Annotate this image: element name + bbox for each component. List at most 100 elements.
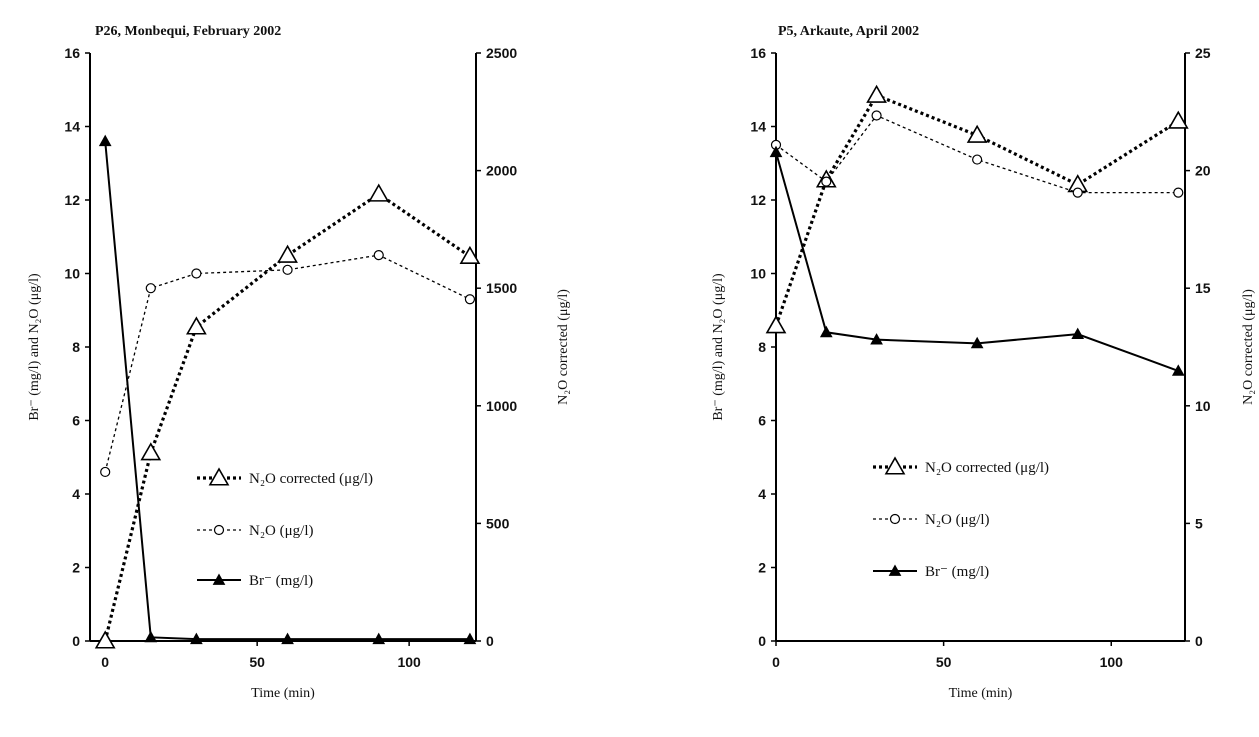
x-tick-label: 50 — [249, 654, 265, 670]
data-point — [190, 632, 203, 645]
data-point — [1173, 187, 1184, 198]
y-left-tick-label: 14 — [750, 119, 766, 135]
legend-marker — [213, 524, 225, 536]
data-point — [98, 134, 112, 147]
y-left-tick-label: 4 — [72, 486, 80, 502]
data-point — [282, 264, 293, 275]
chart-title: P26, Monbequi, February 2002 — [95, 24, 281, 39]
y-left-tick-label: 6 — [758, 413, 766, 429]
data-point — [277, 244, 298, 263]
data-point — [1071, 327, 1085, 340]
y-left-tick-label: 2 — [72, 560, 80, 576]
x-axis-label: Time (min) — [251, 686, 315, 701]
legend-label: Br⁻ (mg/l) — [925, 564, 989, 580]
x-tick-label: 0 — [101, 654, 109, 670]
data-point — [94, 630, 116, 649]
x-axis-label: Time (min) — [949, 686, 1013, 701]
y-axis-right-label: N₂O corrected (μg/l) — [1241, 289, 1256, 405]
data-point — [821, 176, 832, 187]
x-tick-label: 50 — [936, 654, 952, 670]
data-point — [972, 154, 983, 165]
y-right-tick-label: 25 — [1195, 45, 1211, 61]
y-right-tick-label: 1000 — [486, 398, 517, 414]
chart-p26-monbequi: P26, Monbequi, February 2002 0 2 4 6 8 10 12 14 1… — [27, 24, 571, 701]
series-line — [103, 192, 471, 642]
series-n-o-corrected-g-l — [765, 84, 1189, 334]
series-line — [774, 93, 1180, 327]
y-right-tick-label: 1500 — [486, 280, 517, 296]
legend-label: N₂O (μg/l) — [249, 523, 314, 539]
y-left-tick-label: 8 — [72, 339, 80, 355]
x-tick-label: 100 — [397, 654, 421, 670]
series-line — [775, 151, 1179, 372]
legend-label: N₂O corrected (μg/l) — [925, 460, 1049, 476]
data-point — [185, 316, 207, 335]
y-left-tick-label: 4 — [758, 486, 766, 502]
data-point — [970, 336, 984, 349]
y-right-tick-label: 15 — [1195, 280, 1211, 296]
data-point — [191, 268, 202, 279]
data-point — [769, 145, 783, 158]
data-point — [281, 632, 294, 645]
data-point — [871, 110, 882, 121]
y-left-tick-label: 16 — [64, 45, 80, 61]
y-axis-left-label: Br⁻ (mg/l) and N₂O (μg/l) — [27, 273, 42, 421]
series-n-o-g-l — [100, 250, 476, 478]
data-point — [870, 333, 883, 345]
y-left-tick-label: 10 — [750, 266, 766, 282]
y-left-tick-label: 0 — [72, 633, 80, 649]
y-left-tick-label: 8 — [758, 339, 766, 355]
data-point — [464, 294, 476, 305]
data-point — [144, 630, 158, 643]
legend-marker — [888, 564, 902, 576]
series-n-o-g-l — [770, 110, 1184, 198]
legend-marker — [212, 573, 226, 585]
series-line — [104, 141, 470, 641]
y-left-tick-label: 6 — [72, 413, 80, 429]
series-line — [104, 254, 471, 473]
legend-marker — [884, 456, 906, 475]
y-left-tick-label: 2 — [758, 560, 766, 576]
y-right-tick-label: 20 — [1195, 163, 1211, 179]
y-axis-left-label: Br⁻ (mg/l) and N₂O (μg/l) — [711, 273, 726, 421]
data-point — [145, 283, 156, 294]
y-right-tick-label: 10 — [1195, 398, 1211, 414]
data-point — [1171, 364, 1185, 376]
y-right-tick-label: 0 — [1195, 633, 1203, 649]
data-point — [372, 632, 386, 645]
data-point — [819, 325, 833, 338]
y-left-tick-label: 12 — [750, 192, 766, 208]
legend-label: N₂O (μg/l) — [925, 512, 990, 528]
legend-label: Br⁻ (mg/l) — [249, 573, 313, 589]
data-point — [966, 124, 988, 143]
series-br-mg-l — [98, 134, 477, 645]
data-point — [463, 632, 477, 645]
y-axis-right-label: N₂O corrected (μg/l) — [556, 289, 571, 405]
y-left-tick-label: 14 — [64, 119, 80, 135]
data-point — [368, 183, 390, 202]
data-point — [140, 442, 162, 461]
y-left-tick-label: 0 — [758, 633, 766, 649]
data-point — [459, 245, 481, 264]
y-right-tick-label: 2500 — [486, 45, 517, 61]
data-point — [866, 84, 887, 103]
data-point — [1072, 187, 1083, 198]
y-left-tick-label: 12 — [64, 192, 80, 208]
data-point — [100, 466, 111, 478]
chart-p5-arkaute: P5, Arkaute, April 2002 0 2 4 6 8 10 12 14 16 0 5 10… — [711, 24, 1256, 701]
y-left-tick-label: 16 — [750, 45, 766, 61]
y-right-tick-label: 0 — [486, 633, 494, 649]
series-n-o-corrected-g-l — [94, 183, 481, 649]
y-left-tick-label: 10 — [64, 266, 80, 282]
data-point — [1167, 110, 1189, 129]
data-point — [765, 315, 787, 334]
y-right-tick-label: 2000 — [486, 163, 517, 179]
chart-title: P5, Arkaute, April 2002 — [778, 24, 919, 39]
data-point — [373, 250, 384, 261]
series-line — [775, 114, 1179, 194]
legend-marker — [208, 467, 230, 486]
x-tick-label: 0 — [772, 654, 780, 670]
y-right-tick-label: 5 — [1195, 515, 1203, 531]
x-tick-label: 100 — [1100, 654, 1124, 670]
